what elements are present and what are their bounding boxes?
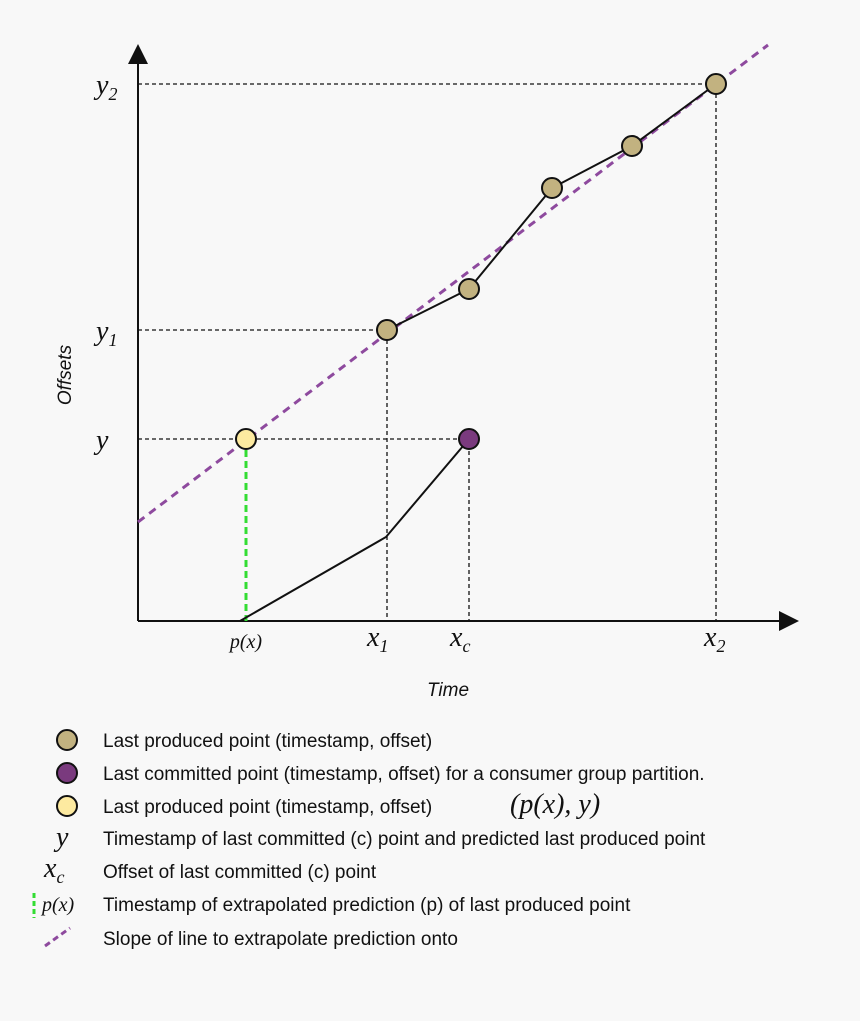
legend-formula: (p(x), y) (510, 789, 600, 820)
legend-text: Last committed point (timestamp, offset)… (103, 764, 705, 785)
tick-sub: 2 (716, 636, 725, 656)
produced-points (376, 73, 727, 341)
legend-text: Last produced point (timestamp, offset) (103, 797, 432, 818)
tick-base: x (703, 622, 717, 653)
tick-base: x (449, 622, 463, 653)
x-tick-label: xc (449, 622, 470, 656)
legend-symbol (56, 762, 78, 784)
legend-symbol: xc (43, 853, 64, 887)
y-tick-label: y2 (93, 70, 117, 104)
legend-symbol: p(x) (40, 894, 75, 916)
legend-symbol-line (44, 926, 71, 948)
predicted-point (235, 428, 257, 450)
tick-sub: c (462, 636, 470, 656)
legend-text: Timestamp of extrapolated prediction (p)… (103, 895, 631, 916)
legend-symbol (56, 795, 78, 817)
symbol-base: x (43, 853, 57, 884)
legend-symbol: y (53, 822, 69, 853)
x-tick-label: p(x) (228, 631, 263, 653)
y-tick-label: y (93, 425, 109, 456)
x-axis-label: Time (427, 680, 469, 701)
legend-symbol (56, 729, 78, 751)
legend-text: Timestamp of last committed (c) point an… (103, 829, 706, 850)
symbol-sub: c (56, 867, 64, 887)
tick-base: p(x) (228, 631, 263, 653)
legend-text: Offset of last committed (c) point (103, 862, 377, 883)
committed-point (458, 428, 480, 450)
x-tick-label: x1 (366, 622, 388, 656)
y-tick-label: y1 (93, 316, 117, 350)
tick-base: y (93, 425, 109, 456)
legend-text: Slope of line to extrapolate prediction … (103, 929, 458, 950)
y-axis-label: Offsets (55, 344, 76, 405)
tick-base: y (93, 316, 109, 347)
legend-text: Last produced point (timestamp, offset) (103, 731, 432, 752)
tick-sub: 1 (379, 636, 388, 656)
tick-sub: 2 (108, 84, 117, 104)
tick-sub: 1 (108, 330, 117, 350)
tick-base: y (93, 70, 109, 101)
tick-base: x (366, 622, 380, 653)
legend: Last produced point (timestamp, offset) … (32, 729, 706, 950)
committed-line (239, 438, 470, 622)
x-tick-label: x2 (703, 622, 725, 656)
